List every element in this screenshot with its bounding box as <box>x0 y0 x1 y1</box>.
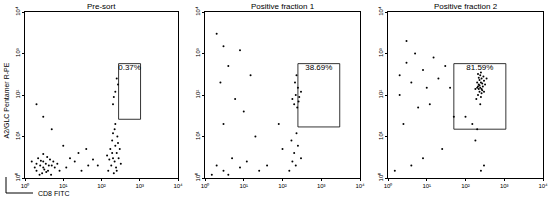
svg-text:38.69%: 38.69% <box>305 63 332 72</box>
svg-text:10¹: 10¹ <box>239 183 248 189</box>
svg-text:Positive fraction 2: Positive fraction 2 <box>434 2 498 11</box>
svg-text:10⁴: 10⁴ <box>195 6 201 16</box>
svg-text:10²: 10² <box>378 90 384 99</box>
svg-text:81.59%: 81.59% <box>466 63 493 72</box>
svg-text:10³: 10³ <box>15 48 21 57</box>
svg-text:Positive fraction 1: Positive fraction 1 <box>251 2 315 11</box>
svg-text:10³: 10³ <box>500 183 509 189</box>
svg-text:10¹: 10¹ <box>15 131 21 140</box>
svg-text:0.37%: 0.37% <box>118 63 141 72</box>
svg-text:10⁴: 10⁴ <box>173 183 183 189</box>
svg-text:10²: 10² <box>195 90 201 99</box>
svg-text:10²: 10² <box>278 183 287 189</box>
svg-text:10³: 10³ <box>378 48 384 57</box>
svg-text:10⁴: 10⁴ <box>15 6 21 16</box>
svg-text:10⁴: 10⁴ <box>355 183 365 189</box>
svg-text:10⁰: 10⁰ <box>201 182 210 189</box>
svg-text:10¹: 10¹ <box>59 183 68 189</box>
svg-text:CD8 FITC: CD8 FITC <box>38 190 70 197</box>
svg-text:10⁰: 10⁰ <box>21 182 30 189</box>
svg-text:10⁰: 10⁰ <box>194 173 201 182</box>
svg-text:10²: 10² <box>461 183 470 189</box>
svg-text:10¹: 10¹ <box>378 131 384 140</box>
svg-text:10⁰: 10⁰ <box>14 173 21 182</box>
svg-text:10⁴: 10⁴ <box>538 183 548 189</box>
svg-text:10³: 10³ <box>135 183 144 189</box>
svg-text:Pre-sort: Pre-sort <box>87 2 116 11</box>
svg-text:10³: 10³ <box>195 48 201 57</box>
svg-text:10⁰: 10⁰ <box>384 182 393 189</box>
svg-text:10¹: 10¹ <box>195 131 201 140</box>
svg-text:10²: 10² <box>97 183 106 189</box>
svg-text:A2/GLC Pentamer R-PE: A2/GLC Pentamer R-PE <box>3 62 10 138</box>
svg-text:10³: 10³ <box>317 183 326 189</box>
svg-text:10¹: 10¹ <box>422 183 431 189</box>
svg-text:10⁴: 10⁴ <box>378 6 384 16</box>
svg-text:10²: 10² <box>15 90 21 99</box>
svg-text:10⁰: 10⁰ <box>377 173 384 182</box>
